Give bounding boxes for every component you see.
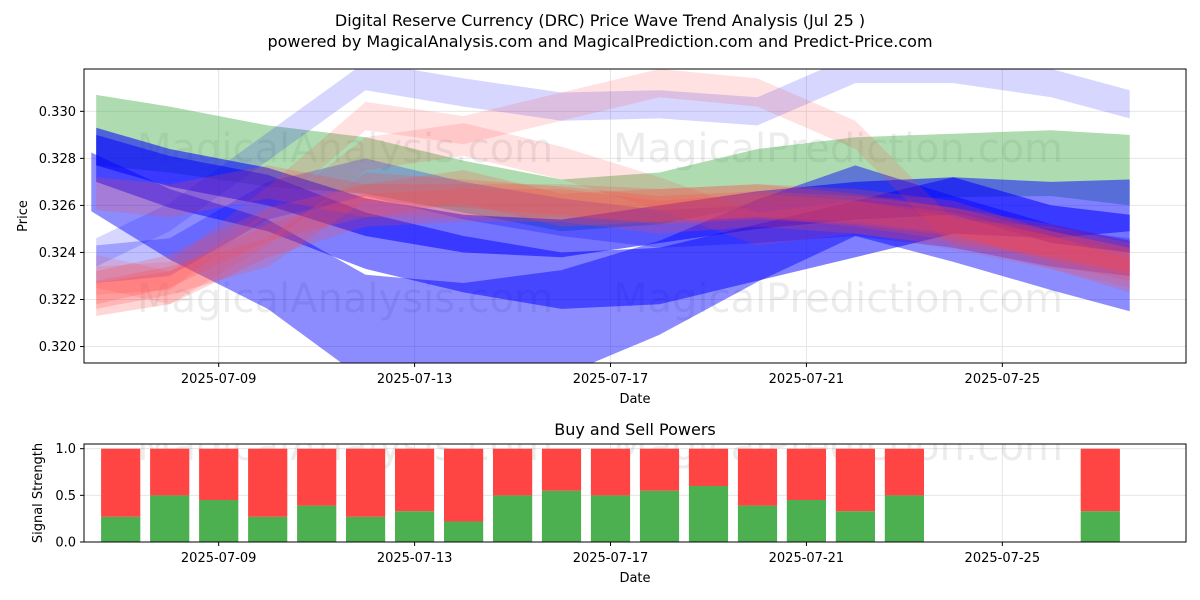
wave-band-red-9 <box>96 189 1130 316</box>
buy-bar-9 <box>493 495 533 542</box>
sell-bar-5 <box>297 448 337 506</box>
buy-bar-16 <box>835 511 875 542</box>
sell-bar-15 <box>786 448 826 500</box>
buy-bar-3 <box>199 500 239 542</box>
power-y-tick-label: 0.5 <box>55 489 76 504</box>
buy-bar-10 <box>541 490 582 542</box>
power-title: Buy and Sell Powers <box>554 420 716 439</box>
power-x-label: Date <box>619 571 650 586</box>
sell-bar-11 <box>590 448 631 496</box>
power-x-tick-label: 2025-07-25 <box>965 551 1041 566</box>
buy-bar-2 <box>150 495 190 542</box>
wave-bands <box>91 69 1130 363</box>
wave-band-red-8 <box>96 123 1130 305</box>
power-panel: Buy and Sell Powers MagicalAnalysis.com … <box>31 420 1187 586</box>
sell-bar-12 <box>639 448 680 491</box>
chart-subtitle: powered by MagicalAnalysis.com and Magic… <box>267 32 932 51</box>
buy-bar-7 <box>395 511 435 542</box>
wave-band-blue-6 <box>96 158 1130 283</box>
price-y-tick-label: 0.320 <box>39 340 76 355</box>
price-panel: MagicalAnalysis.com MagicalPrediction.co… <box>16 68 1187 407</box>
price-y-tick-label: 0.324 <box>39 246 76 261</box>
buy-bar-4 <box>248 516 288 542</box>
buy-bar-11 <box>590 495 631 542</box>
buy-bar-12 <box>639 490 680 542</box>
price-axes: 2025-07-09 2025-07-13 2025-07-17 2025-07-21… <box>39 105 1040 387</box>
price-plot-frame <box>83 68 1187 364</box>
chart-title: Digital Reserve Currency (DRC) Price Wav… <box>335 11 865 30</box>
sell-bar-21 <box>1080 448 1120 512</box>
power-x-tick-label: 2025-07-17 <box>573 551 649 566</box>
buy-bar-6 <box>346 516 386 542</box>
sell-bar-2 <box>150 448 190 496</box>
buy-bar-8 <box>444 521 484 542</box>
sell-bar-8 <box>444 448 484 522</box>
price-x-label: Date <box>619 392 650 407</box>
sell-bar-6 <box>346 448 386 517</box>
buy-bar-13 <box>688 486 729 542</box>
sell-bar-10 <box>541 448 582 491</box>
watermark-top-right: MagicalPrediction.com <box>613 126 1063 172</box>
wave-band-red-12 <box>96 172 1130 309</box>
price-x-tick-label: 2025-07-09 <box>181 372 257 387</box>
price-y-tick-label: 0.328 <box>39 152 76 167</box>
buy-bar-5 <box>297 505 337 542</box>
sell-bar-3 <box>199 448 239 500</box>
wave-band-red-7 <box>96 69 1130 295</box>
power-y-tick-label: 0.0 <box>55 536 76 551</box>
price-y-tick-label: 0.330 <box>39 105 76 120</box>
sell-bar-9 <box>493 448 533 496</box>
buy-bar-17 <box>884 495 924 542</box>
wave-band-blue-5 <box>96 69 1130 267</box>
power-y-label: Signal Strength <box>31 443 46 543</box>
price-y-tick-label: 0.322 <box>39 293 76 308</box>
buy-bar-14 <box>737 505 778 542</box>
buy-bar-21 <box>1080 511 1120 542</box>
sell-bar-17 <box>884 448 924 496</box>
price-x-tick-label: 2025-07-25 <box>965 372 1041 387</box>
buy-bar-15 <box>786 500 826 542</box>
price-x-tick-label: 2025-07-21 <box>769 372 845 387</box>
wave-band-blue-4 <box>96 127 1130 258</box>
sell-bar-14 <box>737 448 778 506</box>
buy-bar-1 <box>101 516 141 542</box>
price-y-label: Price <box>16 200 31 232</box>
sell-bar-13 <box>688 448 729 486</box>
wave-band-blue-3 <box>96 134 1130 309</box>
power-y-tick-label: 1.0 <box>55 442 76 457</box>
sell-bar-7 <box>395 448 435 512</box>
sell-bar-1 <box>101 448 141 517</box>
price-y-tick-label: 0.326 <box>39 199 76 214</box>
sell-bar-4 <box>248 448 288 517</box>
sell-bar-16 <box>835 448 875 512</box>
power-plot-frame <box>83 443 1187 543</box>
power-x-tick-label: 2025-07-09 <box>181 551 257 566</box>
power-x-tick-label: 2025-07-21 <box>769 551 845 566</box>
power-x-tick-label: 2025-07-13 <box>377 551 453 566</box>
wave-band-red-11 <box>96 165 1130 281</box>
power-axes: 2025-07-09 2025-07-13 2025-07-17 2025-07-21… <box>55 442 1040 566</box>
price-x-tick-label: 2025-07-13 <box>377 372 453 387</box>
price-x-tick-label: 2025-07-17 <box>573 372 649 387</box>
power-bars <box>101 448 1120 542</box>
wave-band-red-10 <box>96 184 1130 305</box>
